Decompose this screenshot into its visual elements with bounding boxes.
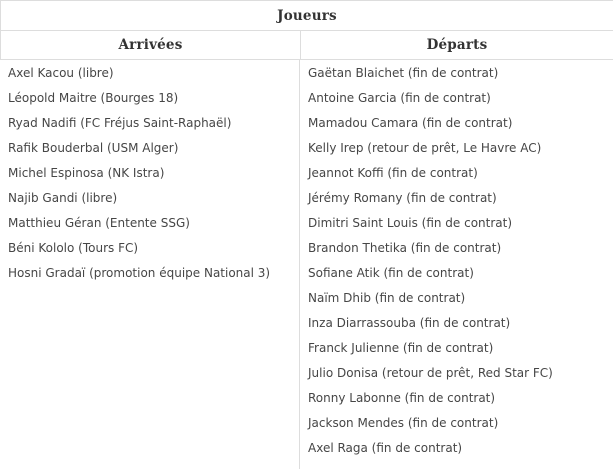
departure-player-entry: Brandon Thetika (fin de contrat): [308, 241, 502, 255]
departure-player-entry: Axel Raga (fin de contrat): [308, 441, 463, 455]
arrival-player-entry: Ryad Nadifi (FC Fréjus Saint-Raphaël): [8, 116, 232, 130]
departure-player-entry: Jérémy Romany (fin de contrat): [308, 191, 497, 205]
departure-player-entry: Mamadou Camara (fin de contrat): [308, 116, 513, 130]
arrival-player-entry: Matthieu Géran (Entente SSG): [8, 216, 190, 230]
departure-player-entry: Gaëtan Blaichet (fin de contrat): [308, 66, 499, 80]
column-headers-row: Arrivées Départs: [0, 31, 613, 60]
arrival-player-entry: Rafik Bouderbal (USM Alger): [8, 141, 179, 155]
arrivals-column-header: Arrivées: [118, 37, 183, 53]
departures-list: Gaëtan Blaichet (fin de contrat) Antoine …: [300, 60, 613, 469]
arrivals-header-cell: Arrivées: [1, 31, 301, 59]
departure-player-entry: Dimitri Saint Louis (fin de contrat): [308, 216, 513, 230]
arrival-player-entry: Michel Espinosa (NK Istra): [8, 166, 165, 180]
table-title-row: Joueurs: [0, 1, 613, 31]
departure-player-entry: Kelly Irep (retour de prêt, Le Havre AC): [308, 141, 542, 155]
departure-player-entry: Sofiane Atik (fin de contrat): [308, 266, 474, 280]
arrival-player-entry: Hosni Gradaï (promotion équipe National …: [8, 266, 271, 280]
departures-header-cell: Départs: [301, 31, 613, 59]
arrival-player-entry: Béni Kololo (Tours FC): [8, 241, 139, 255]
departure-player-entry: Julio Donisa (retour de prêt, Red Star F…: [308, 366, 553, 380]
departure-player-entry: Franck Julienne (fin de contrat): [308, 341, 494, 355]
table-body: Axel Kacou (libre) Léopold Maitre (Bourge…: [0, 60, 613, 469]
departure-player-entry: Antoine Garcia (fin de contrat): [308, 91, 491, 105]
arrival-player-entry: Najib Gandi (libre): [8, 191, 118, 205]
arrivals-list: Axel Kacou (libre) Léopold Maitre (Bourge…: [0, 60, 300, 469]
departure-player-entry: Jeannot Koffi (fin de contrat): [308, 166, 478, 180]
departure-player-entry: Jackson Mendes (fin de contrat): [308, 416, 499, 430]
table-title: Joueurs: [277, 7, 337, 24]
arrival-player-entry: Axel Kacou (libre): [8, 66, 114, 80]
departure-player-entry: Ronny Labonne (fin de contrat): [308, 391, 496, 405]
departure-player-entry: Naïm Dhib (fin de contrat): [308, 291, 466, 305]
arrival-player-entry: Léopold Maitre (Bourges 18): [8, 91, 179, 105]
departures-column-header: Départs: [426, 37, 488, 53]
departure-player-entry: Inza Diarrassouba (fin de contrat): [308, 316, 511, 330]
